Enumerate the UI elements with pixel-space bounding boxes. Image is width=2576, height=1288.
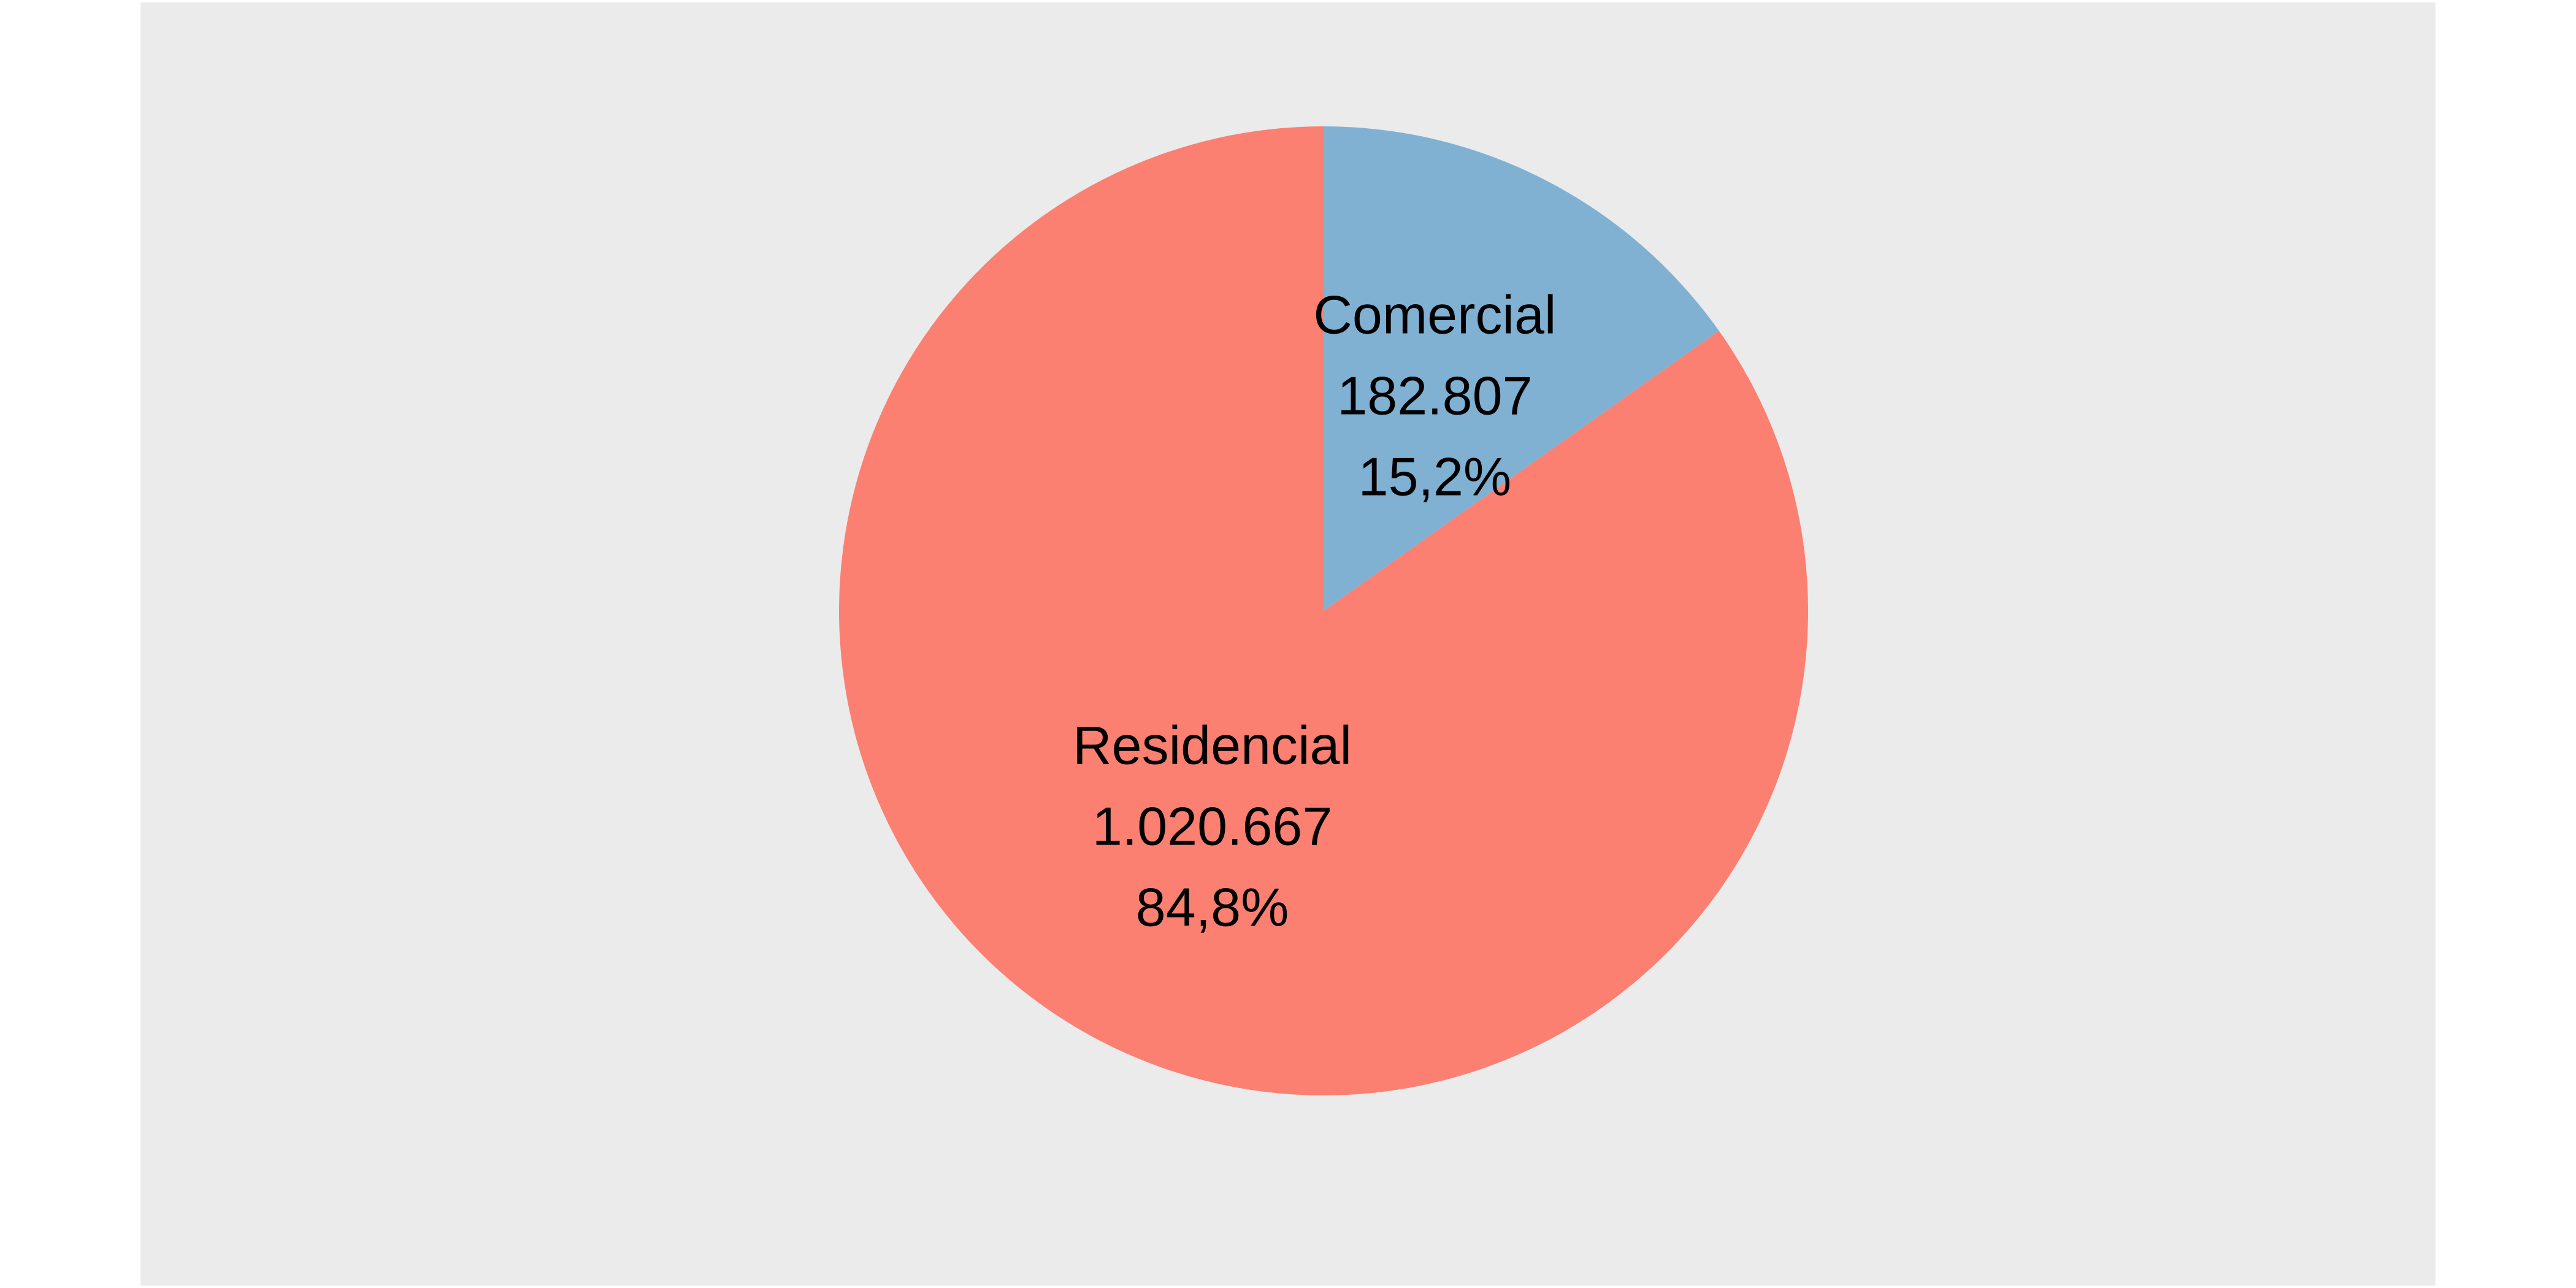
slice-label-comercial-name: Comercial [1313,285,1556,345]
slice-label-comercial-value: 182.807 [1337,366,1532,426]
slice-label-residencial-percent: 84,8% [1136,876,1289,937]
pie-slice-comercial [1324,126,1719,611]
slice-label-residencial-value: 1.020.667 [1092,795,1333,856]
slice-label-residencial-name: Residencial [1073,715,1352,775]
pie-slice-labels: Comercial 182.807 15,2% Residencial 1.020.66… [1073,285,1556,938]
pie-slice-residencial [839,126,1809,1096]
pie-slices [839,126,1809,1096]
slice-label-comercial-percent: 15,2% [1359,447,1512,507]
